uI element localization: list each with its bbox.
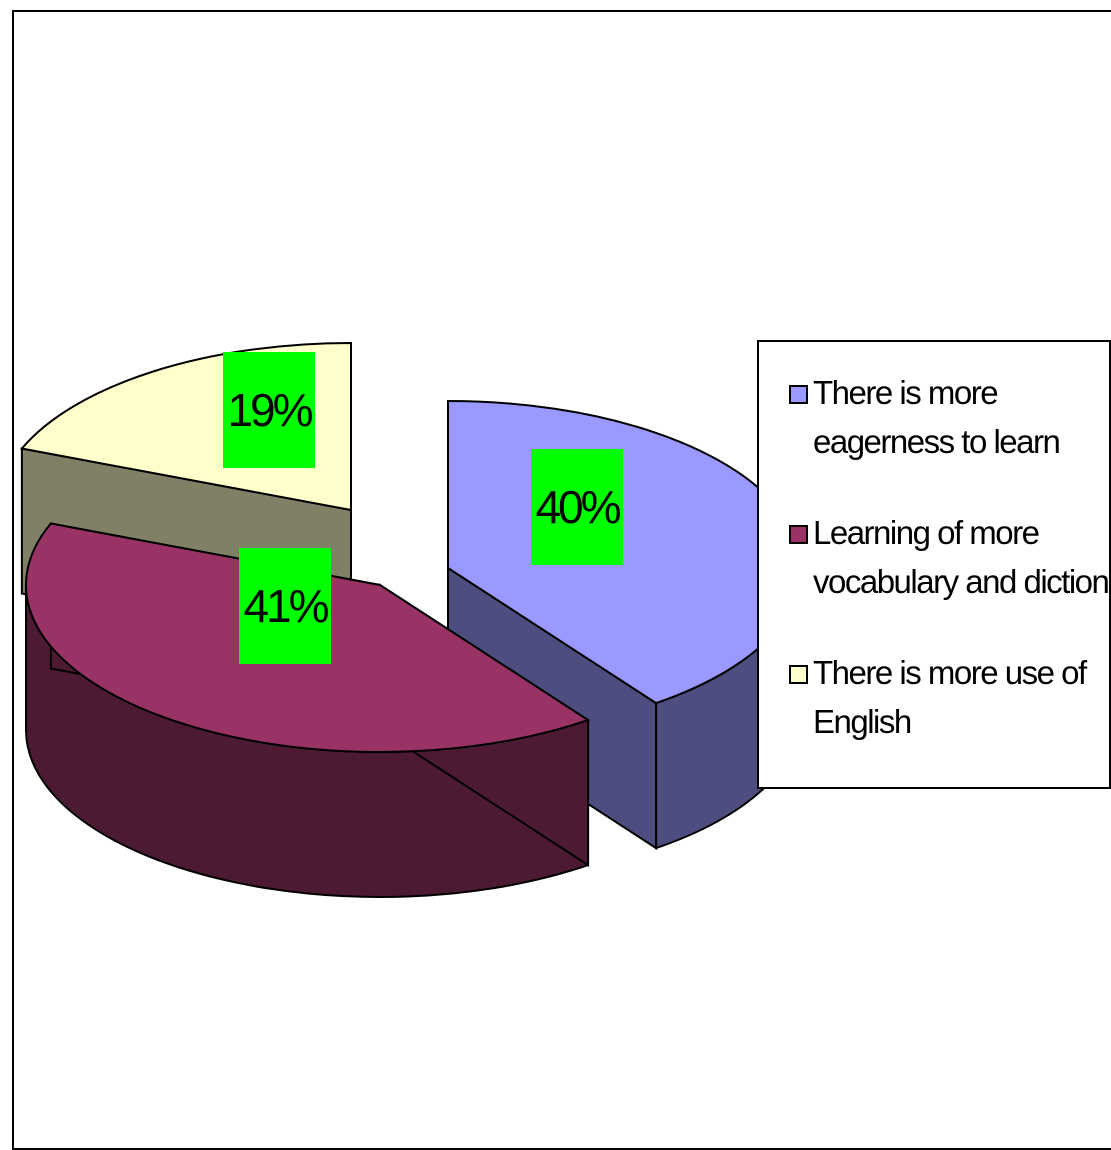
legend: There is more eagerness to learn Learnin… <box>757 340 1111 789</box>
data-label-english: 19% <box>223 352 316 468</box>
data-label-vocabulary: 41% <box>239 548 332 664</box>
data-label-english-bg <box>223 352 315 468</box>
legend-swatch-vocabulary <box>789 525 808 544</box>
pie-3d-group <box>19 341 803 898</box>
data-label-eagerness: 40% <box>531 449 624 565</box>
data-label-eagerness-bg <box>531 449 623 565</box>
data-label-vocabulary-bg <box>239 548 331 664</box>
legend-label-vocabulary: Learning of more vocabulary and diction <box>813 514 1110 600</box>
legend-swatch-eagerness <box>789 385 808 404</box>
data-label-vocabulary-text: 41% <box>243 580 328 632</box>
data-label-english-text: 19% <box>227 384 312 436</box>
data-label-eagerness-text: 40% <box>535 481 620 533</box>
legend-label-english: There is more use of English <box>813 654 1087 740</box>
legend-swatch-english <box>789 665 808 684</box>
data-labels: 40% 41% 19% <box>223 352 624 664</box>
legend-label-eagerness: There is more eagerness to learn <box>813 374 1061 460</box>
